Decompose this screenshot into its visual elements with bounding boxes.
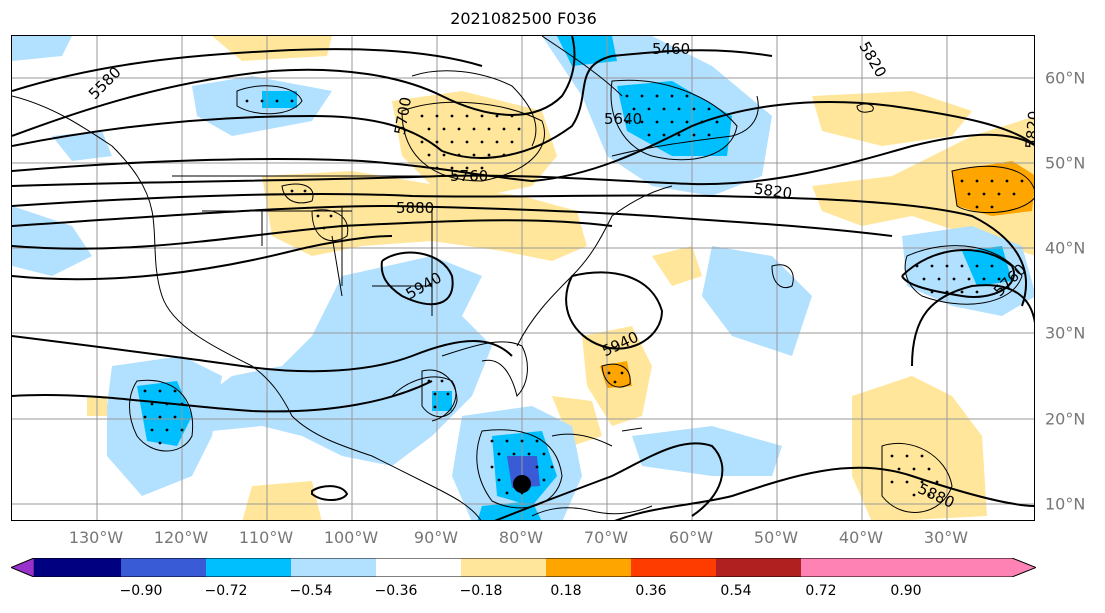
map-canvas: 5580 5460 5820 5700 5640 5820 5760 5880 … <box>12 36 1035 520</box>
lon-label: 50°W <box>753 528 799 547</box>
lon-label: 60°W <box>668 528 714 547</box>
strong-negative-region <box>617 81 732 156</box>
negative-anomaly-region <box>52 131 112 161</box>
storm-center-dot[interactable] <box>513 475 531 493</box>
colorbar-tick: −0.18 <box>459 583 503 599</box>
colorbar-tick: −0.36 <box>374 583 418 599</box>
stipple-patch <box>143 389 184 445</box>
lon-label: 70°W <box>583 528 629 547</box>
contour-label: 5580 <box>85 63 125 103</box>
positive-anomaly-region <box>552 396 602 446</box>
lon-label: 130°W <box>68 528 124 547</box>
negative-anomaly-region <box>192 256 492 466</box>
lat-label: 60°N <box>1045 68 1086 88</box>
negative-anomaly-region <box>12 206 92 276</box>
stipple-patch <box>890 454 939 497</box>
positive-anomaly-region <box>652 246 702 286</box>
colorbar-bin <box>376 558 461 577</box>
colorbar-tick: −0.72 <box>204 583 248 599</box>
positive-anomaly-region <box>212 36 332 61</box>
coastlines <box>12 36 759 520</box>
stipple-patch <box>290 189 333 230</box>
positive-anomaly-region <box>242 481 322 520</box>
contour-label: 5880 <box>396 199 434 217</box>
anomaly-contours <box>129 79 1034 513</box>
negative-anomaly-region <box>702 246 812 356</box>
stipple-patch <box>915 264 1001 294</box>
lon-label: 110°W <box>238 528 294 547</box>
lon-label: 90°W <box>413 528 459 547</box>
contour-label: 5820 <box>753 180 793 203</box>
lat-label: 10°N <box>1045 494 1086 514</box>
negative-anomaly-region <box>632 426 782 476</box>
positive-anomaly-region <box>812 116 1034 256</box>
contour-label: 5760 <box>450 167 488 185</box>
colorbar-tick: −0.54 <box>289 583 333 599</box>
colorbar-bin <box>291 558 376 577</box>
contour-label: 5460 <box>652 40 690 58</box>
contour-label: 5820 <box>855 39 890 81</box>
lon-label: 100°W <box>323 528 379 547</box>
stipple-patch <box>420 114 521 170</box>
colorbar-min-extension <box>11 558 35 577</box>
colorbar-max-extension <box>801 558 1036 577</box>
colorbar-bin <box>546 558 631 577</box>
stipple-patch <box>607 371 624 384</box>
height-contours <box>12 36 1034 520</box>
colorbar-tick: 0.72 <box>805 583 837 599</box>
lon-label: 120°W <box>153 528 209 547</box>
colorbar-bin <box>461 558 546 577</box>
stipple-patch <box>245 99 294 103</box>
lon-label: 80°W <box>498 528 544 547</box>
contour-label: 5640 <box>604 110 642 128</box>
colorbar-tick: 0.36 <box>635 583 667 599</box>
lat-label: 50°N <box>1045 153 1086 173</box>
stipple-patch <box>427 379 450 409</box>
lon-label: 40°W <box>838 528 884 547</box>
colorbar-bin <box>206 558 291 577</box>
stipple-patch <box>960 179 1024 209</box>
colorbar-tick: −0.90 <box>119 583 163 599</box>
anomaly-shading <box>12 36 1034 520</box>
colorbar-tick: 0.18 <box>550 583 582 599</box>
negative-anomaly-region <box>12 36 72 61</box>
strong-negative-region <box>477 501 542 520</box>
stippling <box>143 94 1024 497</box>
colorbar-bin <box>716 558 801 577</box>
map-panel[interactable]: 5580 5460 5820 5700 5640 5820 5760 5880 … <box>11 35 1035 521</box>
positive-anomaly-region <box>812 91 972 146</box>
strong-negative-region <box>262 91 297 108</box>
colorbar <box>11 558 1036 577</box>
colorbar-bin <box>121 558 206 577</box>
colorbar-bin <box>631 558 716 577</box>
colorbar-bin <box>34 558 121 577</box>
lon-label: 30°W <box>923 528 969 547</box>
colorbar-tick: 0.54 <box>720 583 752 599</box>
lat-label: 20°N <box>1045 409 1086 429</box>
positive-anomaly-region <box>852 376 987 520</box>
colorbar-tick: 0.90 <box>890 583 922 599</box>
graticule <box>12 36 1034 520</box>
stipple-patch <box>625 94 719 137</box>
strong-positive-region <box>952 161 1034 216</box>
lat-label: 30°N <box>1045 323 1086 343</box>
lat-label: 40°N <box>1045 238 1086 258</box>
map-title: 2021082500 F036 <box>450 9 597 28</box>
contour-label: 5820 <box>1022 110 1035 150</box>
